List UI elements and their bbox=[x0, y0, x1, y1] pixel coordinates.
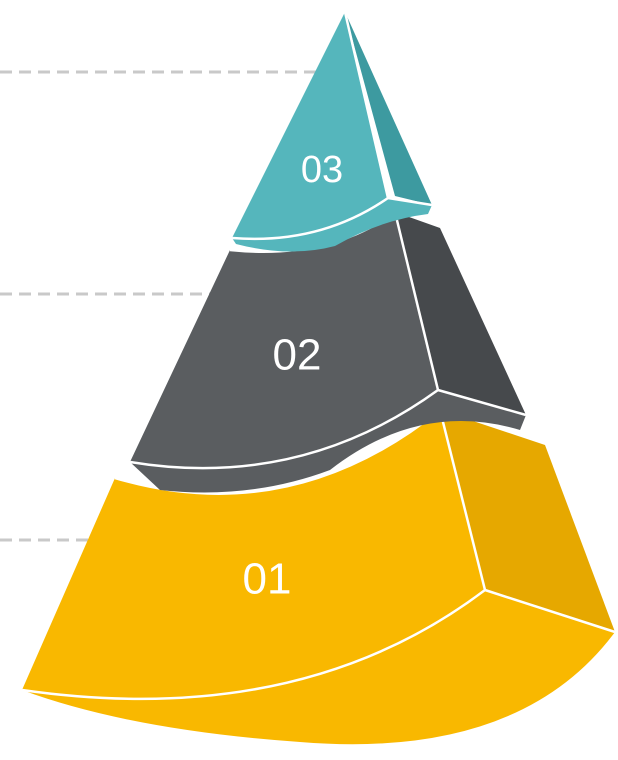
tier-02-front-face bbox=[130, 212, 438, 469]
tier-03-side-face bbox=[345, 12, 432, 205]
tier-03: 03 bbox=[231, 11, 433, 252]
tier-02-label: 02 bbox=[273, 331, 322, 380]
tier-03-label: 03 bbox=[301, 149, 343, 191]
tier-02-side-face bbox=[395, 212, 526, 415]
tier-01-side-face bbox=[440, 410, 615, 654]
tier-03-front-face bbox=[232, 12, 388, 239]
tier-01-bottom-rim bbox=[22, 590, 615, 745]
tier-01-label: 01 bbox=[243, 555, 292, 604]
tier-02: 02 bbox=[129, 210, 527, 493]
tier-01-front-face bbox=[22, 410, 485, 699]
tier-02-bottom-rim bbox=[130, 390, 526, 493]
tier-01: 01 bbox=[21, 409, 616, 745]
